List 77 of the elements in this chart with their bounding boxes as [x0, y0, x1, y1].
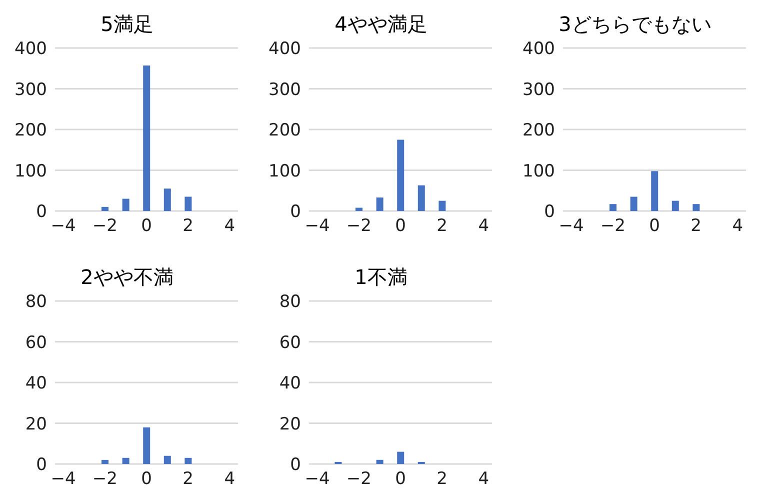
x-tick-label: 2 — [436, 216, 448, 236]
bar — [376, 460, 384, 464]
chart-title: 5満足 — [100, 11, 154, 38]
chart-title: 1不満 — [354, 264, 408, 291]
y-tick-label: 100 — [268, 161, 301, 182]
y-tick-label: 0 — [290, 202, 301, 222]
x-tick-label: 2 — [182, 469, 194, 490]
y-tick-label: 20 — [25, 414, 47, 434]
bar — [610, 204, 617, 211]
bar — [397, 140, 404, 211]
x-tick-label: 0 — [395, 216, 406, 236]
x-tick-label: −4 — [304, 216, 330, 236]
bar — [164, 456, 171, 464]
x-tick-label: −2 — [92, 469, 118, 490]
y-tick-label: 0 — [36, 455, 47, 476]
y-tick-label: 300 — [268, 80, 301, 100]
bar — [102, 460, 109, 464]
x-tick-label: −2 — [600, 216, 626, 236]
y-tick-label: 100 — [14, 161, 47, 182]
x-tick-label: 4 — [224, 216, 236, 236]
y-tick-label: 80 — [25, 292, 47, 312]
x-tick-label: 4 — [478, 469, 490, 490]
y-tick-label: 200 — [268, 120, 301, 141]
y-tick-label: 200 — [522, 120, 555, 141]
x-tick-label: 0 — [141, 469, 152, 490]
y-tick-label: 100 — [522, 161, 555, 182]
y-tick-label: 0 — [36, 202, 47, 222]
x-tick-label: −4 — [50, 469, 76, 490]
x-tick-label: 4 — [478, 216, 490, 236]
chart-title: 2やや不満 — [80, 264, 174, 291]
x-tick-label: −2 — [346, 216, 372, 236]
bar — [164, 188, 171, 211]
bar — [184, 196, 192, 211]
bar — [376, 198, 384, 211]
x-tick-label: −2 — [92, 216, 118, 236]
y-tick-label: 400 — [14, 39, 47, 60]
y-tick-label: 300 — [522, 80, 555, 100]
bar — [692, 204, 700, 211]
y-tick-label: 200 — [14, 120, 47, 141]
y-tick-label: 40 — [25, 374, 47, 394]
chart-title: 3どちらでもない — [558, 11, 712, 38]
y-tick-label: 400 — [268, 39, 301, 60]
x-tick-label: 0 — [395, 469, 406, 490]
y-tick-label: 60 — [25, 332, 47, 353]
y-tick-label: 80 — [279, 292, 301, 312]
y-tick-label: 40 — [279, 374, 301, 394]
x-tick-label: −4 — [304, 469, 330, 490]
x-tick-label: 4 — [732, 216, 744, 236]
bar — [438, 200, 446, 211]
bar — [418, 185, 425, 211]
x-tick-label: −2 — [346, 469, 372, 490]
bar — [397, 452, 404, 464]
y-tick-label: 60 — [279, 332, 301, 353]
x-tick-label: 2 — [182, 216, 194, 236]
bar — [356, 208, 363, 211]
x-tick-label: −4 — [558, 216, 584, 236]
x-tick-label: 0 — [141, 216, 152, 236]
bar — [672, 200, 679, 211]
bar — [102, 206, 109, 211]
y-tick-label: 400 — [522, 39, 555, 60]
bar — [122, 198, 130, 211]
x-tick-label: 4 — [224, 469, 236, 490]
y-tick-label: 0 — [290, 455, 301, 476]
y-tick-label: 300 — [14, 80, 47, 100]
x-tick-label: −4 — [50, 216, 76, 236]
x-tick-label: 2 — [436, 469, 448, 490]
x-tick-label: 2 — [690, 216, 702, 236]
bar — [630, 196, 638, 211]
bar — [143, 427, 150, 464]
y-tick-label: 0 — [544, 202, 555, 222]
bar — [184, 458, 192, 464]
bar — [651, 171, 658, 211]
bar — [122, 458, 130, 464]
bar — [143, 66, 150, 211]
x-tick-label: 0 — [649, 216, 660, 236]
y-tick-label: 20 — [279, 414, 301, 434]
chart-title: 4やや満足 — [334, 11, 428, 38]
